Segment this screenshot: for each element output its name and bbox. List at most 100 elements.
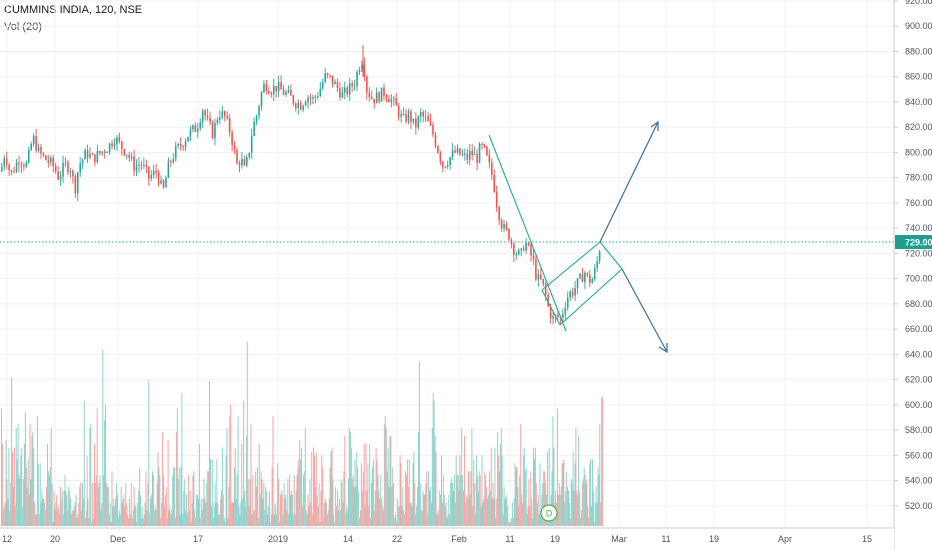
volume-bar [272,416,274,526]
volume-bar [590,459,592,526]
volume-bar [372,459,374,526]
volume-bar [288,514,290,527]
candle-body [135,166,138,172]
candle-body [390,99,393,103]
volume-bar [519,475,521,526]
volume-bar [111,471,113,526]
volume-bar [128,518,129,526]
candle-body [576,278,579,289]
volume-bar [267,506,269,526]
candle-body [243,159,246,166]
volume-bar [348,479,349,526]
volume-bar [87,498,89,526]
volume-bar [154,506,156,526]
volume-bar [360,510,361,526]
volume-bar [40,502,42,526]
volume-bar [12,451,13,526]
volume-bar [297,467,299,527]
volume-bar [190,522,192,526]
volume-bar [80,482,82,526]
volume-bar [242,498,244,526]
volume-bar [592,490,594,527]
volume-bar [88,518,90,526]
candle-body [593,268,596,280]
volume-bar [39,463,41,526]
candle-body [429,121,432,126]
volume-bar [21,447,23,526]
volume-bar [530,471,532,526]
volume-bar [113,498,115,526]
volume-bar [34,502,36,526]
volume-bar [310,502,312,526]
volume-bar [383,424,385,526]
volume-bar [152,471,153,526]
volume-bar [234,447,236,526]
volume-bar [158,467,160,527]
candle-body [473,153,476,156]
volume-bar [350,447,352,526]
volume-bar [475,514,477,527]
candle-body [574,288,576,296]
volume-bar [415,514,417,527]
volume-bar [515,467,517,527]
candle-body [309,97,312,99]
candle-body [564,307,567,314]
volume-bar [286,510,288,526]
volume-bar [300,459,302,526]
volume-bar [236,475,238,526]
volume-bar [16,459,18,526]
volume-bar [493,498,495,526]
candle-body [434,134,437,147]
volume-bar [266,490,268,527]
volume-bar [130,482,132,526]
volume-bar [283,482,285,526]
candle-body [385,95,388,99]
volume-bar [270,514,272,527]
time-tick-label: Dec [110,534,127,544]
volume-bar [461,428,463,526]
candle-body [72,171,74,177]
candle-body [96,150,99,163]
volume-bar [303,471,305,526]
volume-bar [548,447,550,526]
volume-bar [477,490,479,527]
volume-bar [591,506,592,526]
volume-bar [309,479,311,526]
candle-body [50,157,52,163]
volume-bar [91,522,93,526]
volume-bar [179,514,181,527]
volume-bar [314,455,315,526]
candle-body [579,273,581,279]
volume-bar [239,514,241,527]
volume-bar [127,514,129,527]
volume-bar [362,471,364,526]
candle-body [277,82,280,92]
volume-bar [260,471,262,526]
volume-bar [279,494,281,526]
candle-body [299,103,302,110]
candle-body [346,87,349,95]
price-tick-label: 860.00 [905,72,932,82]
volume-bar [442,475,444,526]
volume-bar [25,467,27,527]
volume-bar [82,482,83,526]
volume-bar [276,514,278,527]
volume-bar [414,482,416,526]
volume-bar [411,506,413,526]
volume-bar [128,498,130,526]
candle-body [380,87,383,102]
volume-bar [598,475,600,526]
volume-bar [229,416,231,526]
volume-bar [282,514,284,527]
candle-body [366,76,368,93]
volume-bar [402,486,404,526]
candle-body [174,146,177,159]
volume-bar [439,490,441,527]
volume-bar [161,502,163,526]
volume-bar [408,459,410,526]
volume-bar [452,482,453,526]
dividend-marker-label: D [546,509,553,519]
volume-bar [568,502,570,526]
volume-bar [284,498,286,526]
